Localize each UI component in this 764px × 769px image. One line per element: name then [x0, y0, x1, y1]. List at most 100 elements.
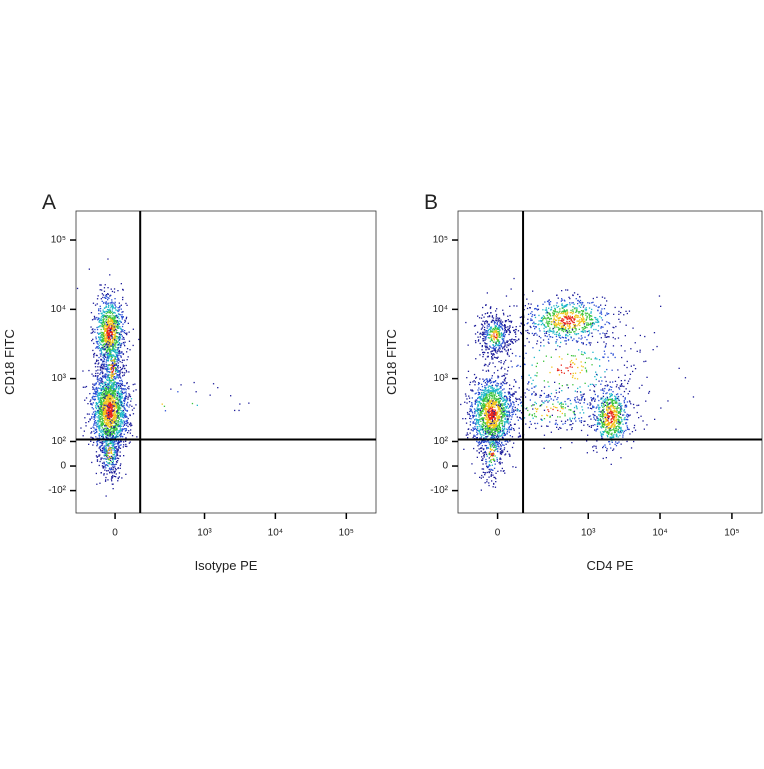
event-dot [103, 429, 104, 430]
event-dot [479, 396, 480, 397]
event-dot [489, 324, 490, 325]
event-dot [91, 416, 92, 417]
event-dot [493, 429, 494, 430]
event-dot [95, 388, 96, 389]
event-dot [113, 312, 114, 313]
event-dot [127, 422, 128, 423]
event-dot [94, 332, 95, 333]
event-dot [485, 338, 486, 339]
event-dot [488, 477, 489, 478]
event-dot [487, 447, 488, 448]
event-dot [472, 427, 473, 428]
event-dot [492, 355, 493, 356]
event-dot [514, 332, 515, 333]
event-dot [102, 386, 103, 387]
event-dot [492, 388, 493, 389]
event-dot [487, 321, 488, 322]
event-dot [476, 429, 477, 430]
event-dot [101, 423, 102, 424]
event-dot [512, 342, 513, 343]
event-dot [89, 393, 90, 394]
event-dot [109, 321, 110, 322]
event-dot [110, 460, 111, 461]
event-dot [469, 398, 470, 399]
event-dot [95, 337, 96, 338]
event-dot [121, 404, 122, 405]
event-dot [119, 374, 120, 375]
event-dot [100, 367, 101, 368]
event-dot [107, 258, 108, 259]
event-dot [108, 319, 109, 320]
event-dot [103, 294, 104, 295]
event-dot [122, 336, 123, 337]
event-dot [117, 349, 118, 350]
event-dot [123, 428, 124, 429]
event-dot [106, 361, 107, 362]
event-dot [483, 390, 484, 391]
event-dot [122, 360, 123, 361]
event-dot [114, 333, 115, 334]
event-dot [498, 429, 499, 430]
event-dot [113, 317, 114, 318]
event-dot [126, 393, 127, 394]
event-dot [506, 347, 507, 348]
event-dot [96, 431, 97, 432]
event-dot [484, 329, 485, 330]
event-dot [491, 462, 492, 463]
event-dot [100, 320, 101, 321]
event-dot [116, 399, 117, 400]
event-dot [504, 473, 505, 474]
event-dot [96, 455, 97, 456]
event-dot [120, 372, 121, 373]
event-dot [501, 395, 502, 396]
event-dot [113, 432, 114, 433]
event-dot [471, 411, 472, 412]
event-dot [508, 343, 509, 344]
event-dot [507, 342, 508, 343]
event-dot [490, 471, 491, 472]
event-dot [107, 299, 108, 300]
event-dot [95, 420, 96, 421]
event-dot [124, 398, 125, 399]
event-dot [122, 317, 123, 318]
event-dot [121, 343, 122, 344]
event-dot [485, 436, 486, 437]
event-dot [88, 444, 89, 445]
event-dot [482, 398, 483, 399]
event-dot [115, 358, 116, 359]
event-dot [488, 482, 489, 483]
event-dot [504, 405, 505, 406]
event-dot [508, 416, 509, 417]
event-dot [116, 448, 117, 449]
event-dot [98, 402, 99, 403]
event-dot [92, 350, 93, 351]
event-dot [118, 370, 119, 371]
event-dot [177, 391, 178, 392]
event-dot [126, 365, 127, 366]
event-dot [513, 305, 514, 306]
event-dot [510, 402, 511, 403]
event-dot [114, 330, 115, 331]
event-dot [106, 337, 107, 338]
event-dot [122, 385, 123, 386]
event-dot [97, 424, 98, 425]
event-dot [491, 480, 492, 481]
event-dot [124, 421, 125, 422]
event-dot [122, 406, 123, 407]
event-dot [88, 370, 89, 371]
x-tick-label: 10⁵ [339, 528, 354, 539]
event-dot [115, 436, 116, 437]
event-dot [105, 417, 106, 418]
event-dot [492, 470, 493, 471]
event-dot [472, 406, 473, 407]
event-dot [95, 318, 96, 319]
event-dot [482, 458, 483, 459]
event-dot [505, 327, 506, 328]
event-dot [94, 414, 95, 415]
event-dot [120, 347, 121, 348]
event-dot [480, 399, 481, 400]
event-dot [114, 298, 115, 299]
event-dot [90, 432, 91, 433]
event-dot [491, 353, 492, 354]
event-dot [470, 421, 471, 422]
